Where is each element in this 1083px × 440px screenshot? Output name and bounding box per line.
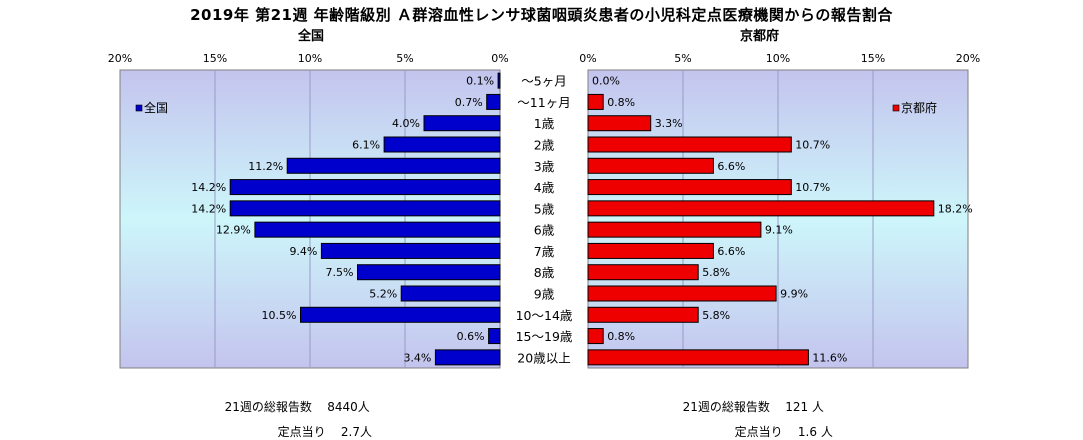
- kyoto-total-label: 21週の総報告数: [682, 400, 770, 414]
- left-bar: [497, 72, 501, 89]
- right-bar: [587, 200, 935, 217]
- left-value-label: 10.5%: [262, 309, 297, 322]
- right-value-label: 6.6%: [717, 160, 745, 173]
- category-label: 15～19歳: [516, 329, 573, 344]
- left-value-label: 14.2%: [191, 202, 226, 215]
- category-label: 9歳: [534, 287, 555, 302]
- right-value-label: 9.1%: [765, 224, 793, 237]
- national-total-value: 8440人: [327, 400, 370, 414]
- left-bar: [254, 221, 501, 238]
- left-value-label: 12.9%: [216, 224, 251, 237]
- right-value-label: 0.8%: [607, 96, 635, 109]
- right-bar: [587, 306, 699, 323]
- left-value-label: 6.1%: [352, 139, 380, 152]
- left-value-label: 5.2%: [369, 288, 397, 301]
- national-per-label: 定点当り: [277, 425, 326, 439]
- left-bar: [300, 306, 501, 323]
- right-value-label: 10.7%: [795, 139, 830, 152]
- right-tick-label: 10%: [766, 52, 790, 65]
- left-value-label: 3.4%: [403, 351, 431, 364]
- national-per-value: 2.7人: [340, 425, 373, 439]
- left-bar: [229, 179, 501, 196]
- right-tick-label: 5%: [674, 52, 691, 65]
- right-bar: [587, 179, 792, 196]
- left-bar: [486, 93, 501, 110]
- right-bar: [587, 221, 762, 238]
- left-value-label: 0.1%: [466, 75, 494, 88]
- kyoto-total-value: 121 人: [785, 400, 824, 414]
- right-bar: [587, 285, 777, 302]
- category-label: 5歳: [534, 201, 555, 216]
- right-value-label: 0.0%: [592, 75, 620, 88]
- left-value-label: 4.0%: [392, 117, 420, 130]
- right-tick-label: 0%: [579, 52, 596, 65]
- right-value-label: 5.8%: [702, 309, 730, 322]
- category-label: 4歳: [534, 180, 555, 195]
- left-bar: [383, 136, 501, 153]
- left-bar: [357, 264, 501, 281]
- right-bar: [587, 136, 792, 153]
- category-label: ～5ヶ月: [521, 74, 566, 89]
- category-label: 8歳: [534, 265, 555, 280]
- left-value-label: 7.5%: [326, 266, 354, 279]
- left-bar: [434, 349, 501, 366]
- category-label: 1歳: [534, 116, 555, 131]
- category-label: 7歳: [534, 244, 555, 259]
- left-value-label: 0.7%: [455, 96, 483, 109]
- left-bar: [320, 242, 501, 259]
- right-bar: [587, 115, 652, 132]
- right-bar: [587, 242, 714, 259]
- kyoto-per-value: 1.6 人: [797, 425, 833, 439]
- left-legend-swatch: [135, 104, 143, 112]
- left-bar: [400, 285, 501, 302]
- left-tick-label: 10%: [298, 52, 322, 65]
- right-legend-label: 京都府: [901, 100, 937, 115]
- right-value-label: 11.6%: [812, 351, 847, 364]
- right-bar: [587, 349, 809, 366]
- right-value-label: 9.9%: [780, 288, 808, 301]
- right-value-label: 6.6%: [717, 245, 745, 258]
- left-tick-label: 5%: [396, 52, 413, 65]
- left-value-label: 14.2%: [191, 181, 226, 194]
- left-tick-label: 15%: [203, 52, 227, 65]
- right-value-label: 10.7%: [795, 181, 830, 194]
- right-bar: [587, 93, 604, 110]
- right-tick-label: 15%: [861, 52, 885, 65]
- right-bar: [587, 157, 714, 174]
- category-label: 20歳以上: [517, 350, 570, 365]
- national-total-label: 21週の総報告数: [224, 400, 312, 414]
- right-value-label: 0.8%: [607, 330, 635, 343]
- right-bar: [587, 264, 699, 281]
- right-bar: [587, 328, 604, 345]
- category-label: 2歳: [534, 138, 555, 153]
- butterfly-chart: 20% 0% 15% 5% 10% 10% 5% 15% 0% 20% 0.1% 0.0% ～5ヶ月 0.…: [108, 52, 980, 369]
- left-bar: [229, 200, 501, 217]
- right-value-label: 3.3%: [655, 117, 683, 130]
- left-legend-label: 全国: [144, 100, 168, 115]
- left-bar: [488, 328, 501, 345]
- right-legend-swatch: [892, 104, 900, 112]
- right-tick-label: 20%: [956, 52, 980, 65]
- chart-title: 2019年 第21週 年齢階級別 Ａ群溶血性レンサ球菌咽頭炎患者の小児科定点医療…: [190, 6, 893, 24]
- left-value-label: 11.2%: [248, 160, 283, 173]
- left-panel-title: 全国: [298, 29, 325, 44]
- left-value-label: 9.4%: [289, 245, 317, 258]
- left-bar: [423, 115, 501, 132]
- left-bar: [286, 157, 501, 174]
- category-label: 10～14歳: [516, 308, 573, 323]
- category-label: 6歳: [534, 223, 555, 238]
- left-value-label: 0.6%: [457, 330, 485, 343]
- right-value-label: 5.8%: [702, 266, 730, 279]
- left-tick-label: 0%: [491, 52, 508, 65]
- right-value-label: 18.2%: [938, 202, 973, 215]
- left-tick-label: 20%: [108, 52, 132, 65]
- category-label: 3歳: [534, 159, 555, 174]
- kyoto-per-label: 定点当り: [734, 425, 783, 439]
- right-panel-title: 京都府: [740, 29, 780, 44]
- category-label: ～11ヶ月: [517, 95, 570, 110]
